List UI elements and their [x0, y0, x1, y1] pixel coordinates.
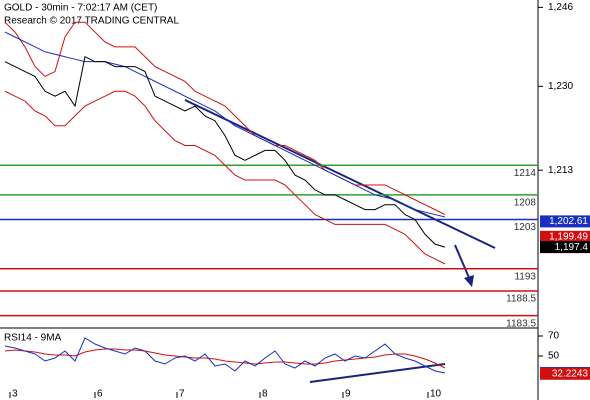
- x-tick-label: 6: [97, 389, 103, 400]
- y-tick-label: 70: [548, 331, 560, 342]
- price-tag: [540, 367, 590, 380]
- x-tick-label: 9: [345, 389, 351, 400]
- series-line: [4, 337, 446, 374]
- price-tag-label: 1,199.49: [549, 231, 588, 242]
- chart-title: GOLD - 30min - 7:02:17 AM (CET): [4, 3, 157, 14]
- level-label: 1193: [514, 271, 536, 282]
- level-label: 1183.5: [506, 318, 536, 329]
- y-tick-label: 50: [548, 351, 560, 362]
- level-label: 1188.5: [506, 294, 536, 305]
- x-tick-label: 3: [12, 389, 18, 400]
- level-label: 1208: [514, 197, 537, 208]
- series-line: [4, 21, 446, 216]
- level-label: 1203: [514, 222, 537, 233]
- level-label: 1214: [514, 168, 537, 179]
- trend-line: [184, 99, 496, 249]
- price-tag-label: 1,197.4: [555, 242, 589, 253]
- x-tick-label: 8: [262, 389, 268, 400]
- y-tick-label: 1,230: [548, 81, 573, 92]
- series-line: [4, 90, 446, 265]
- series-line: [4, 31, 446, 218]
- price-tag: [540, 230, 590, 243]
- y-tick-label: 1,246: [548, 2, 573, 13]
- price-tag-label: 32.2243: [552, 368, 589, 379]
- chart-subtitle: Research © 2017 TRADING CENTRAL: [4, 16, 179, 27]
- arrow-head: [464, 275, 474, 287]
- forecast-arrow: [454, 244, 471, 281]
- y-tick-label: 1,213: [548, 165, 573, 176]
- price-tag: [540, 215, 590, 228]
- rsi-title: RSI14 - 9MA: [4, 333, 62, 344]
- series-line: [4, 348, 446, 369]
- x-tick-label: 7: [179, 389, 185, 400]
- price-tag: [540, 241, 590, 254]
- rsi-trend-line: [309, 363, 446, 383]
- x-tick-label: 10: [430, 389, 442, 400]
- price-tag-label: 1,202.61: [549, 216, 588, 227]
- series-line: [4, 55, 446, 248]
